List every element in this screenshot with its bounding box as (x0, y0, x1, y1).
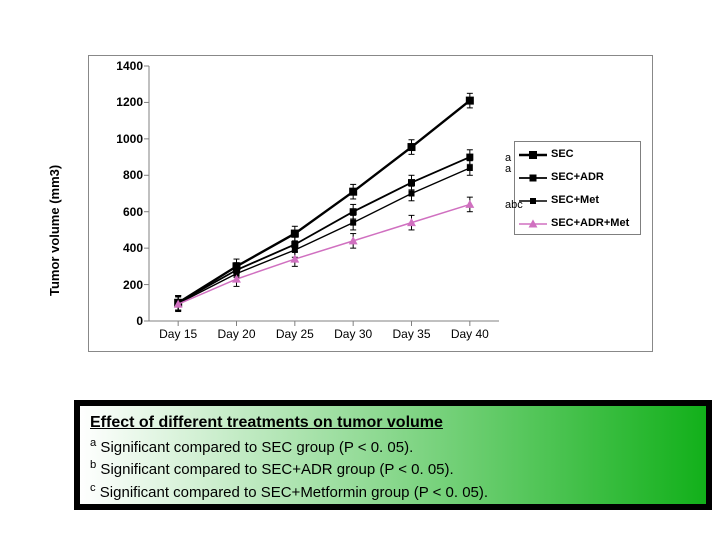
legend-item: SEC+ADR+Met (519, 216, 636, 230)
x-category-label: Day 35 (384, 327, 440, 341)
x-category-label: Day 40 (442, 327, 498, 341)
legend-swatch (519, 217, 547, 229)
legend-label: SEC (551, 148, 574, 160)
significance-label: abc (505, 199, 523, 211)
y-tick-label: 1400 (103, 59, 143, 73)
series-SEC (175, 93, 474, 310)
legend-item: SEC (519, 147, 636, 161)
y-tick-label: 1200 (103, 95, 143, 109)
y-tick-label: 0 (103, 314, 143, 328)
legend-swatch (519, 194, 547, 206)
caption-line: b Significant compared to SEC+ADR group … (90, 458, 696, 480)
x-category-label: Day 20 (209, 327, 265, 341)
y-tick-label: 1000 (103, 132, 143, 146)
chart-svg (149, 66, 499, 321)
y-tick-label: 200 (103, 278, 143, 292)
legend-label: SEC+ADR (551, 171, 604, 183)
caption-superscript: c (90, 482, 96, 494)
series-SEC-Met (175, 161, 473, 311)
series-SEC-ADR-Met (175, 197, 474, 311)
legend-swatch (519, 171, 547, 183)
y-tick-label: 800 (103, 168, 143, 182)
plot-area (149, 66, 499, 321)
caption-lines: a Significant compared to SEC group (P <… (90, 436, 696, 503)
legend-label: SEC+ADR+Met (551, 217, 629, 229)
caption-line: a Significant compared to SEC group (P <… (90, 436, 696, 458)
legend-item: SEC+Met (519, 193, 636, 207)
x-category-label: Day 25 (267, 327, 323, 341)
legend: SEC SEC+ADR SEC+Met SEC+ADR+Met (514, 141, 641, 235)
y-tick-label: 600 (103, 205, 143, 219)
chart-frame: Tumor volume (mm3) SECSEC+ADRSEC+MetSEC+… (88, 55, 653, 352)
caption-box: Effect of different treatments on tumor … (74, 400, 712, 510)
x-category-label: Day 30 (325, 327, 381, 341)
y-tick-label: 400 (103, 241, 143, 255)
y-axis-title: Tumor volume (mm3) (47, 164, 62, 295)
caption-superscript: b (90, 459, 96, 471)
caption-title: Effect of different treatments on tumor … (90, 414, 696, 432)
legend-label: SEC+Met (551, 194, 599, 206)
significance-label: a (505, 163, 511, 175)
caption-inner: Effect of different treatments on tumor … (80, 406, 706, 504)
caption-superscript: a (90, 437, 96, 449)
x-category-label: Day 15 (150, 327, 206, 341)
caption-line: c Significant compared to SEC+Metformin … (90, 481, 696, 503)
legend-swatch (519, 148, 547, 160)
legend-item: SEC+ADR (519, 170, 636, 184)
page: Tumor volume (mm3) SEC SEC+ADR SEC+Met SEC+… (0, 0, 720, 540)
